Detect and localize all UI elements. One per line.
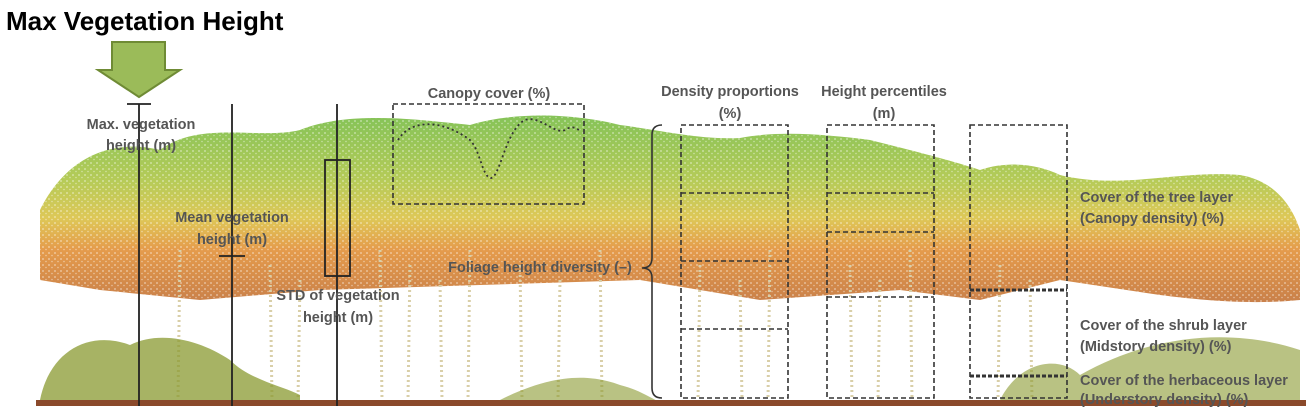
tree-layer-label-1: Cover of the tree layer <box>1080 190 1233 206</box>
canopy-speckle <box>40 115 1300 303</box>
shrub-layer-label-1: Cover of the shrub layer <box>1080 318 1247 334</box>
max-height-marker <box>127 103 151 406</box>
foliage-diversity-label: Foliage height diversity (–) <box>448 260 632 276</box>
trunk-line <box>466 249 472 401</box>
canopy-cover-box <box>392 103 585 205</box>
trunk-line <box>738 279 744 401</box>
canopy-cover-label: Canopy cover (%) <box>428 86 551 102</box>
trunk-line <box>848 264 854 401</box>
max-height-label-1: Max. vegetation <box>87 117 196 133</box>
height-percentiles-label-1: Height percentiles <box>821 84 947 100</box>
trunk-line <box>438 279 444 401</box>
density-proportions-label-1: Density proportions <box>661 84 799 100</box>
trunk-line <box>378 249 384 401</box>
height-percentiles-label-2: (m) <box>873 106 896 122</box>
mean-height-label-1: Mean vegetation <box>175 210 289 226</box>
max-height-label-2: height (m) <box>106 138 176 154</box>
shrub-layer-2 <box>500 377 660 402</box>
tree-layer-label-2: (Canopy density) (%) <box>1080 211 1224 227</box>
layer-cover-box <box>969 124 1068 399</box>
shrub-layer-label-2: (Midstory density) (%) <box>1080 339 1232 355</box>
trunk-line <box>598 249 604 401</box>
std-height-marker <box>324 104 351 406</box>
trunk-line <box>518 264 524 401</box>
trunk-line <box>876 279 882 401</box>
ground-layer <box>36 400 1306 406</box>
down-arrow-icon <box>94 41 184 99</box>
density-proportions-label-2: (%) <box>719 106 742 122</box>
trunk-line <box>908 249 914 401</box>
trunk-line <box>696 264 702 401</box>
trunk-line <box>268 264 274 401</box>
shrub-layer <box>40 337 300 402</box>
mean-height-marker <box>219 104 245 406</box>
shrub-layer-3 <box>1000 337 1300 402</box>
trunk-line <box>406 264 412 401</box>
herbaceous-layer-label-1: Cover of the herbaceous layer <box>1080 373 1288 389</box>
foliage-diversity-brace <box>641 124 663 399</box>
point-cloud <box>36 115 1306 406</box>
height-percentiles-box <box>826 124 935 399</box>
trunk-line <box>996 264 1002 401</box>
std-height-label-1: STD of vegetation <box>276 288 399 304</box>
page-title: Max Vegetation Height <box>6 6 284 36</box>
mean-height-label-2: height (m) <box>197 232 267 248</box>
density-proportions-box <box>680 124 789 399</box>
trunk-line <box>766 249 772 401</box>
std-height-label-2: height (m) <box>303 310 373 326</box>
trunk-line <box>296 279 302 401</box>
herbaceous-layer-label-2: (Understory density) (%) <box>1080 392 1249 408</box>
